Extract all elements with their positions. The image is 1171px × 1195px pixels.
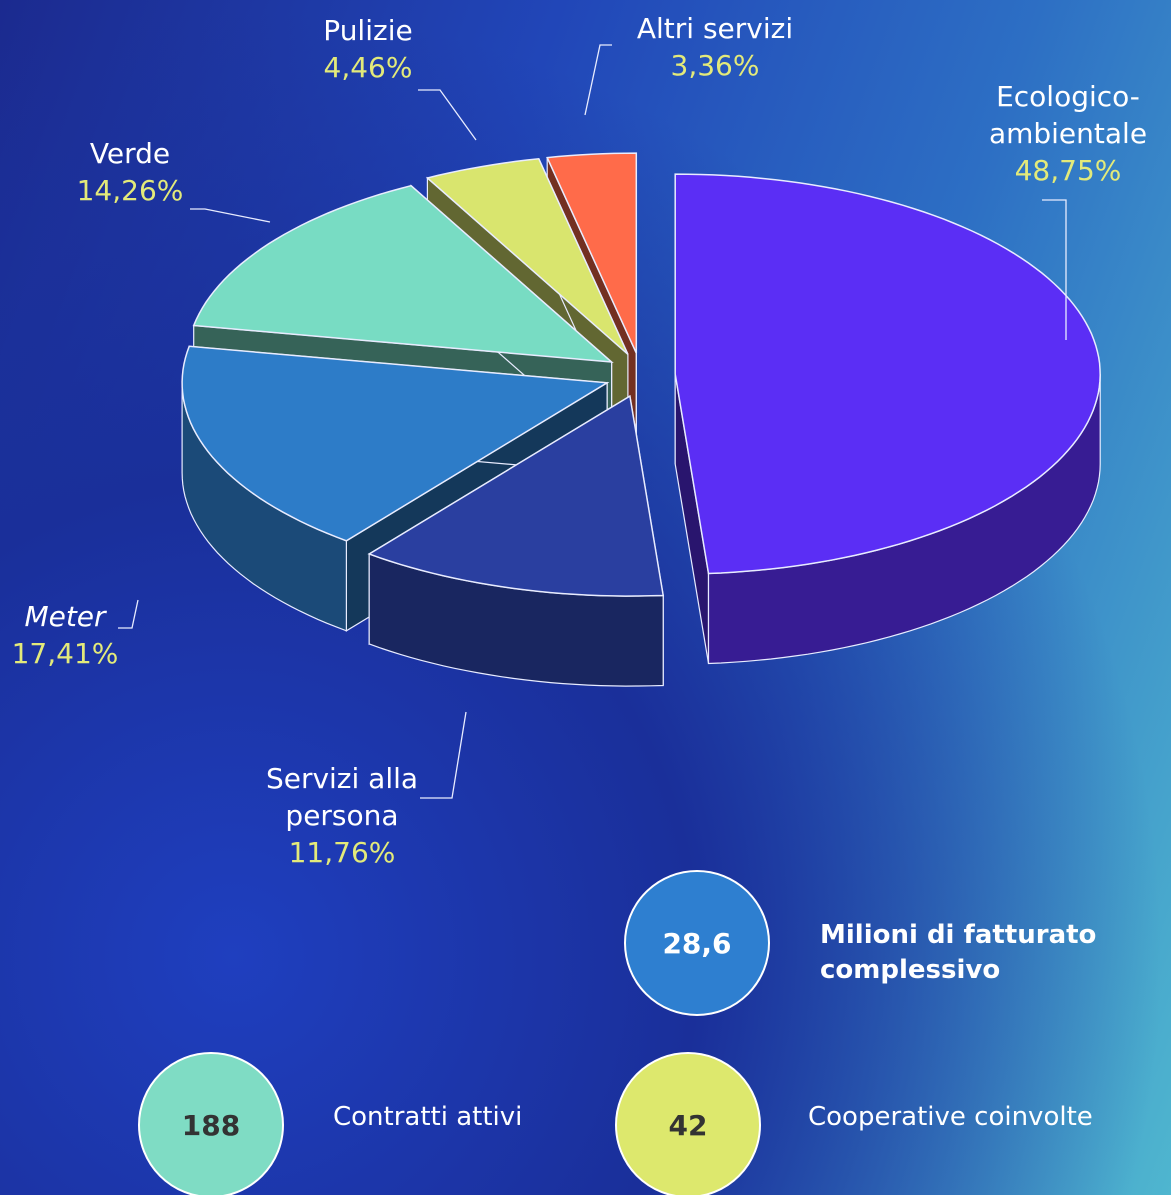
leader-line: [584, 44, 612, 116]
pie-slice: [674, 173, 1101, 575]
value-label: 11,76%: [288, 836, 396, 869]
slice-label: Ecologico-ambientale 48,75%: [968, 78, 1168, 189]
kpi-value: 28,6: [662, 927, 731, 960]
kpi-circle: [624, 870, 770, 1016]
slice-label: Altri servizi 3,36%: [615, 10, 815, 84]
kpi-label: Cooperative coinvolte: [808, 1102, 1093, 1132]
kpi-value: 42: [669, 1109, 708, 1142]
leader-line: [190, 208, 271, 223]
value-label: 14,26%: [76, 174, 184, 207]
pie-slice: [192, 184, 614, 363]
leader-line: [118, 599, 139, 629]
kpi-circle: [615, 1052, 761, 1195]
pie-slice: [425, 157, 629, 355]
category-label: Altri servizi: [636, 12, 794, 45]
category-label: Meter: [24, 600, 106, 633]
slice-label: Verde 14,26%: [30, 135, 230, 209]
kpi-label: Milioni di fatturato complessivo: [820, 920, 1097, 985]
value-label: 17,41%: [11, 637, 119, 670]
category-label: Ecologico-ambientale: [988, 80, 1148, 150]
value-label: 3,36%: [670, 49, 760, 82]
leader-line: [1042, 199, 1067, 340]
kpi-circle: [138, 1052, 284, 1195]
value-label: 48,75%: [1014, 154, 1122, 187]
category-label: Verde: [89, 137, 171, 170]
value-label: 4,46%: [323, 51, 413, 84]
pie-slice: [546, 152, 638, 354]
kpi-label: Contratti attivi: [333, 1102, 523, 1132]
pie-slice: [181, 345, 610, 542]
category-label: Servizi alla persona: [265, 762, 419, 832]
slice-label: Meter 17,41%: [0, 598, 130, 672]
category-label: Pulizie: [323, 14, 413, 47]
slice-label: Servizi alla persona 11,76%: [242, 760, 442, 871]
slice-label: Pulizie 4,46%: [268, 12, 468, 86]
pie-slice: [367, 394, 665, 597]
leader-line: [418, 89, 477, 141]
leader-line: [420, 711, 467, 799]
kpi-value: 188: [182, 1109, 240, 1142]
